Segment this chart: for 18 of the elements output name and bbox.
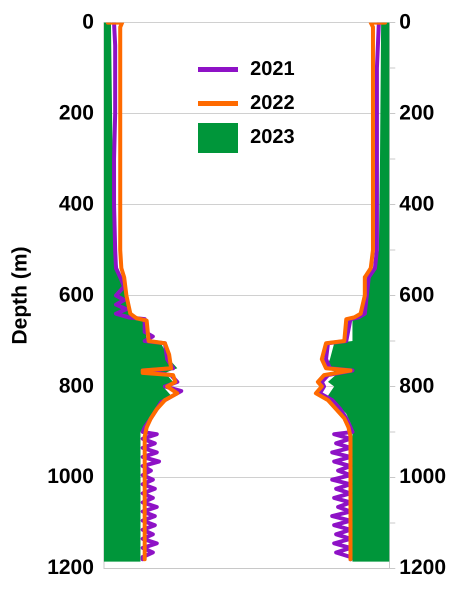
y-tick-label: 0 xyxy=(82,10,94,34)
legend-label: 2021 xyxy=(250,58,295,82)
y-tick-label: 1000 xyxy=(47,465,94,488)
y2-tick-label: 800 xyxy=(399,374,434,398)
y-tick-label: 800 xyxy=(58,374,94,398)
y-tick-label: 1200 xyxy=(47,556,94,580)
y2-tick-label: 200 xyxy=(399,101,434,124)
y2-tick-label: 1200 xyxy=(399,556,446,580)
y2-tick-label: 1000 xyxy=(399,465,446,488)
legend-label: 2023 xyxy=(250,126,295,150)
y-tick-label: 600 xyxy=(58,283,94,306)
y-axis-title: Depth (m) xyxy=(8,246,32,344)
y2-tick-label: 0 xyxy=(399,10,411,34)
y-tick-label: 200 xyxy=(58,101,94,124)
y2-tick-label: 600 xyxy=(399,283,434,306)
y2-tick-label: 400 xyxy=(399,192,434,216)
y-tick-label: 400 xyxy=(58,192,94,216)
legend-label: 2022 xyxy=(250,92,295,116)
